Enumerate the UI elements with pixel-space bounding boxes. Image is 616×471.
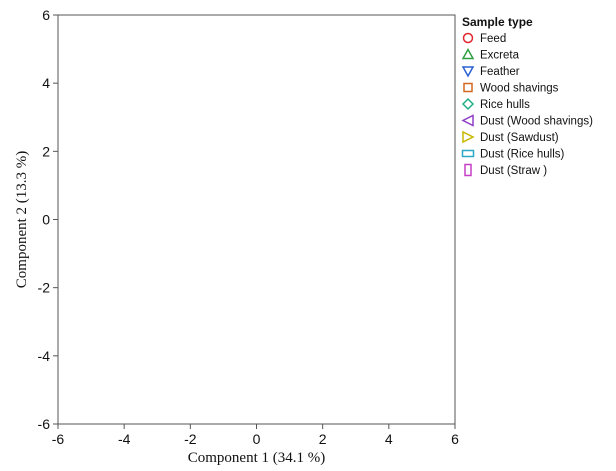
legend-label: Feather: [480, 66, 520, 78]
legend-label: Dust (Sawdust): [480, 132, 559, 144]
legend-marker: [461, 149, 475, 158]
x-tick-label: 4: [385, 431, 393, 447]
y-tick-label: 6: [42, 7, 50, 23]
axes: -6 -4 -2 0 2 4 6 -6 -4 -2 0 2 4 6 Component 1 (34.1 %)…: [14, 7, 459, 466]
legend-label: Feed: [480, 33, 506, 45]
legend-item: Dust (Sawdust): [462, 130, 559, 144]
y-tick-label: -6: [38, 416, 51, 432]
x-tick-label: 6: [451, 431, 459, 447]
legend-item: Wood shavings: [463, 82, 559, 95]
legend-label: Dust (Rice hulls): [480, 149, 565, 161]
x-tick-label: -6: [52, 431, 65, 447]
legend-label: Wood shavings: [480, 83, 559, 95]
y-tick-label: -4: [38, 348, 51, 364]
legend-item: Dust (Straw ): [464, 163, 547, 177]
legend-marker: [462, 32, 474, 44]
legend-marker: [461, 47, 475, 60]
legend-label: Dust (Wood shavings): [480, 116, 593, 128]
y-tick-label: 4: [42, 75, 50, 91]
y-tick-label: 2: [42, 143, 50, 159]
legend: Sample type Feed Excreta Feather Wood shavin…: [461, 15, 593, 177]
legend-label: Excreta: [480, 50, 520, 62]
legend-marker: [461, 97, 475, 111]
legend-marker: [461, 66, 475, 78]
legend-item: Dust (Wood shavings): [461, 114, 593, 128]
y-tick-label: -2: [38, 280, 51, 296]
legend-marker: [461, 114, 474, 127]
legend-marker: [463, 82, 473, 93]
plot-frame: [57, 14, 456, 425]
x-tick-label: -4: [118, 431, 131, 447]
legend-marker: [464, 163, 472, 177]
x-tick-label: -2: [184, 431, 197, 447]
legend-item: Dust (Rice hulls): [461, 149, 565, 161]
legend-item: Feather: [461, 66, 520, 78]
legend-item: Feed: [462, 32, 506, 45]
y-axis-title: Component 2 (13.3 %): [14, 151, 30, 288]
y-tick-label: 0: [42, 212, 50, 228]
x-axis-title: Component 1 (34.1 %): [188, 450, 325, 466]
x-tick-label: 2: [319, 431, 327, 447]
legend-item: Rice hulls: [461, 97, 530, 111]
legend-label: Dust (Straw ): [480, 165, 547, 177]
legend-label: Rice hulls: [480, 99, 530, 111]
legend-title: Sample type: [462, 15, 533, 29]
legend-item: Excreta: [461, 47, 520, 62]
x-tick-label: 0: [253, 431, 261, 447]
legend-marker: [462, 130, 475, 144]
